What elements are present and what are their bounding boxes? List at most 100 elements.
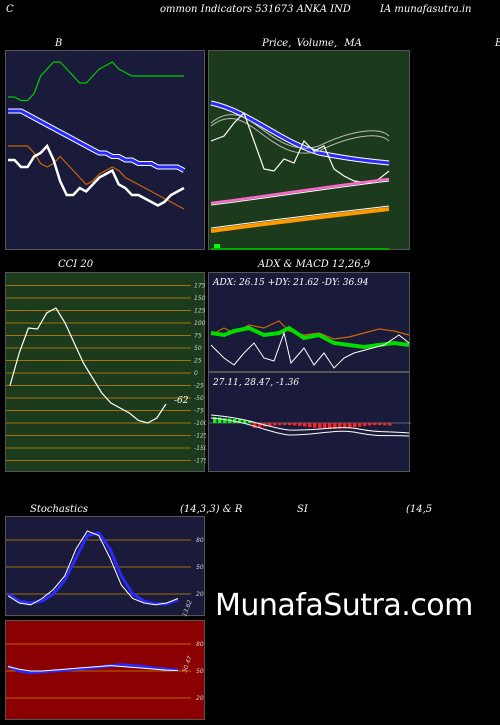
macd-hist-bar [318, 423, 322, 429]
adx-title: ADX & MACD 12,26,9 [258, 259, 371, 270]
adx-line [210, 325, 410, 350]
volume-baseline [211, 248, 389, 250]
macd-hist-bar [358, 423, 362, 427]
bollinger-middle [8, 109, 185, 172]
adx-plus-dy [210, 331, 410, 369]
cci-panel: 175 150 125 100 75 50 25 0 -25 -50 -75 -100 -125 -150… [5, 272, 206, 472]
macd-hist-bar [273, 423, 277, 426]
rsi-panel: 80 50 20 50.47 [5, 620, 205, 720]
price-title: Price, Volume, MA [262, 38, 362, 49]
price-envelope-upper [210, 114, 390, 149]
site-name: IA munafasutra.in [380, 4, 472, 15]
macd-hist-bar [243, 420, 247, 423]
rsi-signal [7, 663, 179, 675]
macd-hist-bar [323, 423, 327, 429]
watermark: MunafaSutra.com [215, 588, 473, 623]
stoch-tick-label: 50 [196, 564, 204, 571]
macd-hist-bar [293, 423, 297, 426]
price-title-c: MA [344, 38, 362, 49]
stoch-params: (14,3,3) & R [180, 504, 243, 515]
cci-chart: 175 150 125 100 75 50 25 0 -25 -50 -75 -100 -125 -150… [6, 283, 206, 465]
cci-tick-label: 25 [194, 358, 202, 365]
macd-panel: 27.11, 28.47, -1.36 [208, 372, 411, 472]
bollinger-price [8, 143, 185, 207]
macd-hist-bar [378, 423, 382, 426]
macd-hist-bar [328, 423, 332, 429]
cci-title: CCI 20 [58, 259, 94, 270]
rsi-tick-label: 20 [196, 695, 204, 702]
macd-hist-bar [388, 423, 392, 426]
macd-hist-bar [278, 423, 282, 426]
adx-chart: ADX: 26.15 +DY: 21.62 -DY: 36.94 [210, 278, 410, 369]
macd-hist-bar [353, 423, 357, 428]
rsi-value-label: 50.47 [181, 655, 194, 674]
macd-hist-bar [223, 418, 227, 423]
price-title-a: Price, [262, 38, 292, 49]
macd-hist-bar [238, 419, 242, 423]
adx-values: ADX: 26.15 +DY: 21.62 -DY: 36.94 [212, 278, 369, 288]
price-ma-pink [210, 177, 390, 205]
price-ma-pink-white [210, 180, 390, 206]
cci-tick-label: 125 [194, 308, 206, 315]
price-chart [210, 100, 390, 250]
stoch-title: Stochastics [30, 504, 88, 515]
stoch-value-label: 13.62 [181, 599, 194, 617]
rsi-main [7, 665, 179, 672]
price-panel [208, 50, 410, 250]
price-line [210, 111, 390, 184]
price-title-b: Volume, [296, 38, 338, 49]
price-ma-orange [210, 207, 390, 233]
price-ma-blue-inner [210, 101, 390, 165]
macd-hist-bar [313, 423, 317, 428]
bollinger-upper [8, 61, 184, 102]
volume-bar [214, 244, 220, 249]
rsi-tick-label: 50 [196, 668, 204, 675]
macd-hist-bar [333, 423, 337, 429]
cci-tick-label: 175 [194, 283, 206, 290]
macd-hist-bar [308, 423, 312, 428]
bollinger-panel [5, 50, 205, 250]
cci-tick-label: -175 [194, 458, 206, 465]
macd-hist-bar [283, 423, 287, 426]
macd-hist-bar [258, 423, 262, 428]
cci-tick-label: -100 [194, 420, 206, 427]
macd-hist-bar [363, 423, 367, 426]
macd-hist-bar [213, 417, 217, 423]
cci-value-label: -62 [174, 396, 189, 406]
cci-tick-label: 0 [194, 370, 198, 377]
bollinger-chart [8, 61, 186, 210]
macd-signal [210, 417, 410, 437]
page-title: ommon Indicators 531673 ANKA IND [160, 4, 351, 15]
macd-values: 27.11, 28.47, -1.36 [212, 378, 299, 388]
cci-tick-label: -75 [194, 408, 204, 415]
cci-tick-label: 50 [194, 345, 202, 352]
macd-hist-bar [218, 417, 222, 423]
bollinger-middle-outline [8, 108, 186, 173]
cci-line [9, 307, 167, 424]
cci-tick-label: 100 [194, 320, 206, 327]
macd-hist-bar [348, 423, 352, 428]
si-params: (14,5 [406, 504, 433, 515]
bollinger-title: B [55, 38, 63, 49]
macd-line [210, 414, 410, 434]
si-title: SI [297, 504, 308, 515]
stoch-panel: 80 50 20 13.62 [5, 516, 205, 617]
rsi-tick-label: 80 [196, 641, 204, 648]
macd-hist-bar [288, 423, 292, 426]
rsi-chart: 80 50 20 50.47 [6, 641, 204, 702]
stoch-tick-label: 80 [196, 537, 204, 544]
price-ma-orange-white [210, 205, 390, 229]
cci-tick-label: 75 [194, 333, 202, 340]
macd-hist-bar [343, 423, 347, 429]
cci-tick-label: -25 [194, 383, 204, 390]
macd-hist-bar [368, 423, 372, 426]
macd-hist-bar [298, 423, 302, 426]
macd-hist-bar [268, 423, 272, 426]
right-edge-b: B [495, 38, 500, 49]
macd-chart: 27.11, 28.47, -1.36 [209, 378, 411, 437]
macd-hist-bar [383, 423, 387, 426]
macd-hist-bar [338, 423, 342, 429]
macd-hist-bar [303, 423, 307, 427]
cci-tick-label: -150 [194, 445, 206, 452]
cci-tick-label: -125 [194, 433, 206, 440]
